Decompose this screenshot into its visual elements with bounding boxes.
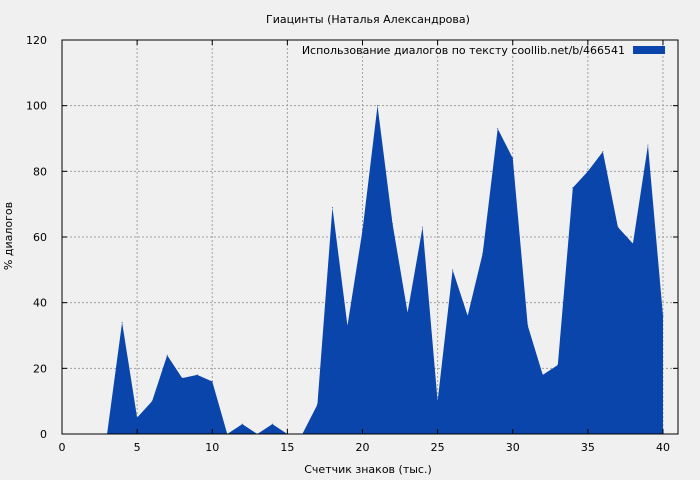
data-point (617, 226, 619, 228)
data-point (211, 380, 213, 382)
data-point (422, 226, 424, 228)
data-point (346, 325, 348, 327)
data-point (572, 187, 574, 189)
chart-title: Гиацинты (Наталья Александрова) (266, 13, 470, 26)
data-point (166, 354, 168, 356)
x-tick-label: 5 (134, 441, 141, 454)
x-tick-label: 15 (280, 441, 294, 454)
data-point (467, 315, 469, 317)
x-tick-label: 10 (205, 441, 219, 454)
data-point (632, 243, 634, 245)
data-point (121, 321, 123, 323)
series-area (62, 105, 663, 435)
x-tick-label: 20 (355, 441, 369, 454)
data-point (136, 417, 138, 419)
data-point (647, 144, 649, 146)
y-tick-label: 20 (33, 362, 47, 375)
data-point (181, 377, 183, 379)
data-point (271, 423, 273, 425)
data-point (602, 151, 604, 153)
data-point (196, 374, 198, 376)
data-point (497, 128, 499, 130)
legend-swatch (633, 46, 665, 54)
y-axis-label: % диалогов (2, 202, 15, 270)
legend: Использование диалогов по тексту coollib… (302, 44, 665, 57)
data-point (241, 423, 243, 425)
data-point (331, 206, 333, 208)
x-tick-label: 40 (656, 441, 670, 454)
data-point (587, 170, 589, 172)
data-point (407, 312, 409, 314)
data-point (316, 403, 318, 405)
data-point (151, 400, 153, 402)
tick-labels: 0 5 10 15 20 25 30 35 40 0 20 40 60 80 100 120 (26, 34, 670, 454)
data-point (482, 252, 484, 254)
data-point (527, 325, 529, 327)
y-tick-label: 60 (33, 231, 47, 244)
data-point (512, 157, 514, 159)
legend-label: Использование диалогов по тексту coollib… (302, 44, 625, 57)
x-axis-label: Счетчик знаков (тыс.) (304, 463, 432, 476)
data-point (377, 105, 379, 107)
y-tick-label: 40 (33, 297, 47, 310)
data-point (392, 223, 394, 225)
data-point (542, 374, 544, 376)
x-tick-label: 35 (581, 441, 595, 454)
data-point (437, 400, 439, 402)
data-point (452, 269, 454, 271)
data-point (557, 364, 559, 366)
y-tick-label: 0 (40, 428, 47, 441)
x-tick-label: 0 (59, 441, 66, 454)
data-point (361, 229, 363, 231)
data-point (662, 315, 664, 317)
axes (61, 39, 679, 435)
x-tick-label: 30 (506, 441, 520, 454)
y-tick-label: 80 (33, 165, 47, 178)
y-tick-label: 100 (26, 100, 47, 113)
x-tick-label: 25 (431, 441, 445, 454)
y-tick-label: 120 (26, 34, 47, 47)
